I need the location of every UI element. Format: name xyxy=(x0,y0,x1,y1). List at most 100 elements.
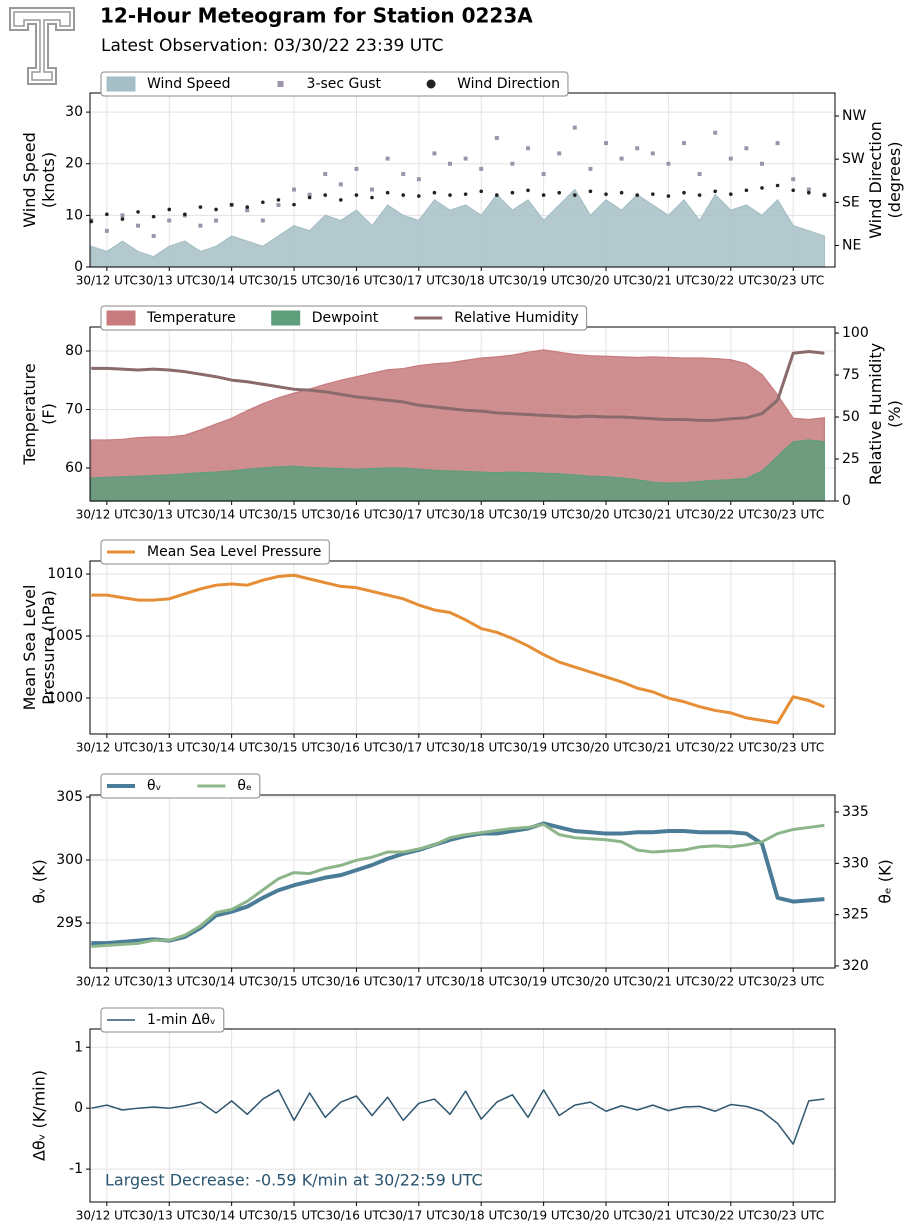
marker xyxy=(463,192,468,196)
marker xyxy=(526,146,531,151)
y-tick-label: 1000 xyxy=(47,690,83,706)
y-tick-label: 30 xyxy=(65,104,83,120)
legend-swatch xyxy=(106,310,136,326)
marker xyxy=(510,190,515,195)
x-tick-label: 30/19 UTC xyxy=(513,274,575,288)
x-tick-label: 30/21 UTC xyxy=(637,975,699,989)
x-tick-label: 30/21 UTC xyxy=(637,1209,699,1223)
marker xyxy=(463,156,468,161)
marker xyxy=(682,190,686,195)
axis-label: (F) xyxy=(39,403,58,425)
y-tick-label: 1005 xyxy=(47,628,83,644)
y-tick-label: 295 xyxy=(56,915,83,931)
line xyxy=(91,350,825,422)
marker xyxy=(510,161,515,166)
marker xyxy=(307,195,312,200)
marker xyxy=(338,182,343,187)
marker xyxy=(245,205,250,209)
marker xyxy=(822,193,827,197)
legend-label: Mean Sea Level Pressure xyxy=(147,544,321,560)
axis-label: θᵥ (K) xyxy=(30,859,49,904)
line xyxy=(91,821,825,946)
x-tick-label: 30/20 UTC xyxy=(575,975,637,989)
line xyxy=(91,822,825,948)
legend: Temperature Dewpoint Relative Humidity xyxy=(100,305,588,331)
x-tick-label: 30/14 UTC xyxy=(201,274,263,288)
x-tick-label: 30/20 UTC xyxy=(575,741,637,755)
x-tick-label: 30/16 UTC xyxy=(325,274,387,288)
x-tick-label: 30/18 UTC xyxy=(450,741,512,755)
marker xyxy=(401,193,406,197)
annotation: Largest Decrease: -0.59 K/min at 30/22:5… xyxy=(105,1171,483,1190)
marker xyxy=(541,172,546,177)
y2-tick-label: 335 xyxy=(842,804,869,820)
x-tick-label: 30/13 UTC xyxy=(138,741,200,755)
legend-swatch xyxy=(426,79,436,89)
y2-tick-label: NW xyxy=(842,108,866,124)
legend-label: Relative Humidity xyxy=(454,310,578,326)
x-tick-label: 30/18 UTC xyxy=(450,975,512,989)
legend: Mean Sea Level Pressure xyxy=(100,539,330,565)
x-tick-label: 30/18 UTC xyxy=(450,508,512,522)
y-tick-label: 305 xyxy=(56,789,83,805)
marker xyxy=(697,172,702,177)
marker xyxy=(307,192,312,197)
axis-label: θₑ (K) xyxy=(876,859,895,904)
subtitle: Latest Observation: 03/30/22 23:39 UTC xyxy=(101,36,443,56)
plot-frame xyxy=(89,560,836,735)
logo xyxy=(9,7,75,85)
y2-tick-label: 75 xyxy=(842,367,860,383)
marker xyxy=(370,187,375,192)
y2-tick-label: 330 xyxy=(842,855,869,871)
x-tick-label: 30/23 UTC xyxy=(762,508,824,522)
x-tick-label: 30/15 UTC xyxy=(263,741,325,755)
marker xyxy=(650,151,655,156)
axis-label: Pressure (hPa) xyxy=(39,590,58,705)
marker xyxy=(619,156,624,161)
y-tick-label: 1 xyxy=(74,1039,83,1055)
marker xyxy=(214,218,219,223)
marker xyxy=(432,190,437,195)
y2-tick-label: 100 xyxy=(842,325,869,341)
marker xyxy=(120,213,125,218)
x-tick-label: 30/21 UTC xyxy=(637,508,699,522)
x-tick-label: 30/16 UTC xyxy=(325,741,387,755)
marker xyxy=(495,193,499,197)
legend-label: Wind Direction xyxy=(457,76,560,92)
x-tick-label: 30/12 UTC xyxy=(76,274,138,288)
marker xyxy=(635,193,640,197)
legend-label: Dewpoint xyxy=(312,310,379,326)
marker xyxy=(494,135,499,140)
marker xyxy=(635,146,640,151)
x-tick-label: 30/22 UTC xyxy=(700,975,762,989)
marker xyxy=(370,195,374,200)
marker xyxy=(806,190,811,195)
marker xyxy=(744,188,749,193)
x-tick-label: 30/17 UTC xyxy=(388,1209,450,1223)
marker xyxy=(619,190,624,195)
marker xyxy=(385,190,390,195)
marker xyxy=(604,141,609,146)
marker xyxy=(120,217,125,221)
marker xyxy=(557,190,562,195)
area xyxy=(90,439,825,502)
x-tick-label: 30/13 UTC xyxy=(138,508,200,522)
y2-tick-label: NE xyxy=(842,237,861,253)
marker xyxy=(588,189,593,194)
x-tick-label: 30/22 UTC xyxy=(700,274,762,288)
marker xyxy=(760,186,764,190)
marker xyxy=(385,156,390,161)
x-tick-label: 30/22 UTC xyxy=(700,741,762,755)
marker xyxy=(136,223,141,228)
area xyxy=(90,349,825,502)
x-tick-label: 30/14 UTC xyxy=(201,508,263,522)
legend-box xyxy=(100,305,588,331)
x-tick-label: 30/23 UTC xyxy=(762,274,824,288)
legend-box xyxy=(100,539,330,565)
y2-tick-label: SW xyxy=(842,151,865,167)
legend: θᵥ θₑ xyxy=(100,773,261,799)
y-tick-label: -1 xyxy=(69,1161,83,1177)
marker xyxy=(292,187,297,192)
marker xyxy=(323,172,328,177)
